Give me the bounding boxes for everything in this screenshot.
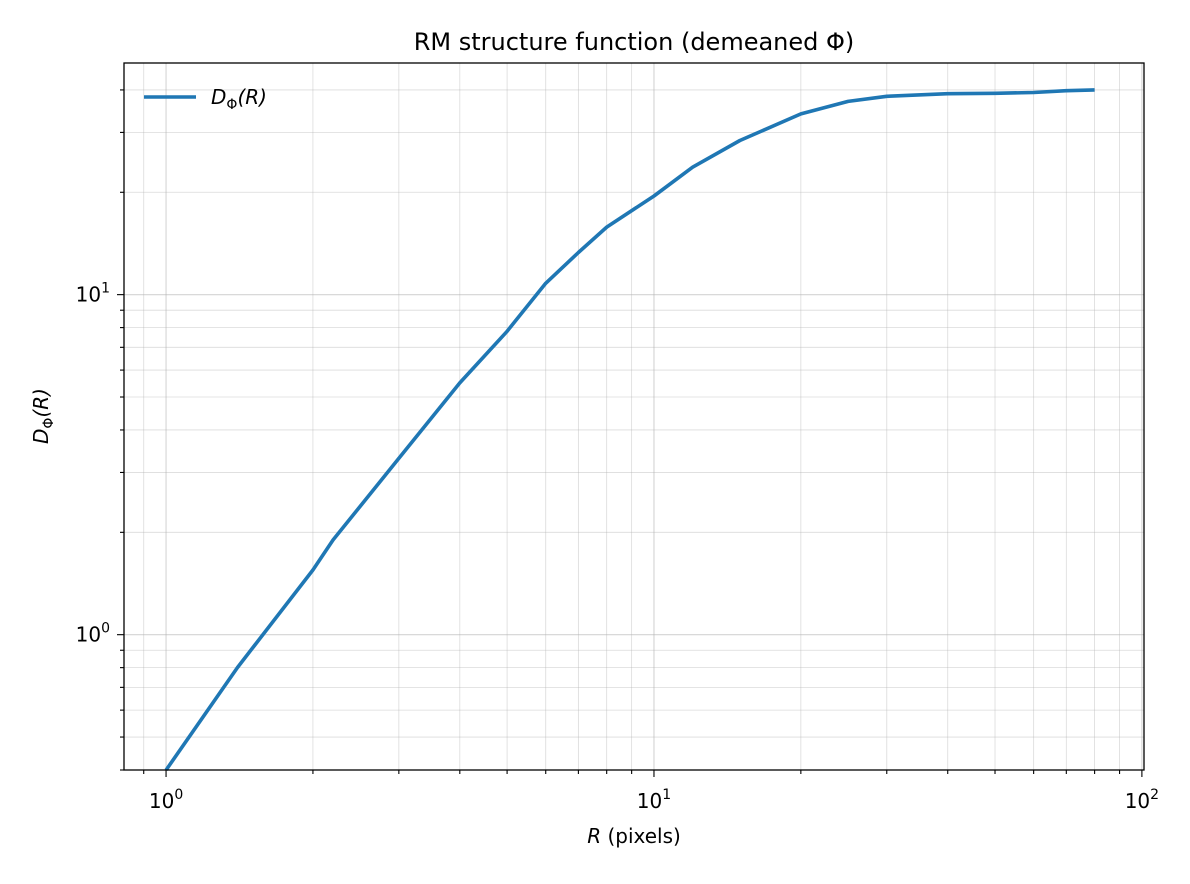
plot-series [164, 88, 1095, 772]
axis-ticks: 100 101 102 100 101 [76, 89, 1159, 813]
plot-frame [123, 62, 1145, 771]
x-tick-label: 102 [1125, 787, 1159, 813]
y-tick-label: 100 [76, 621, 110, 647]
series-line [164, 88, 1095, 772]
y-tick-label: 101 [76, 281, 110, 307]
legend: DΦ(R) [144, 85, 267, 113]
y-axis-label: DΦ(R) [29, 388, 57, 444]
legend-label: DΦ(R) [211, 85, 267, 113]
grid-lines [124, 63, 1144, 771]
x-axis-label: R (pixels) [587, 824, 681, 848]
chart-title: RM structure function (demeaned Φ) [414, 28, 855, 56]
x-tick-label: 101 [637, 787, 671, 813]
x-tick-label: 100 [149, 787, 183, 813]
